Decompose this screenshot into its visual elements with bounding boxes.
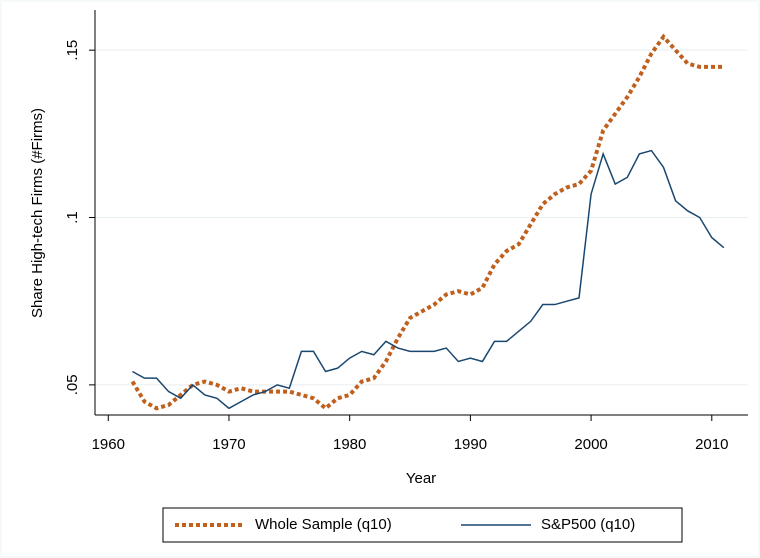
series-line bbox=[132, 149, 725, 410]
x-axis-title: Year bbox=[406, 470, 436, 487]
x-tick-label: 1980 bbox=[333, 436, 366, 453]
y-axis-title: Share High-tech Firms (#Firms) bbox=[29, 108, 46, 318]
series-line bbox=[130, 33, 724, 411]
x-tick-label: 2000 bbox=[574, 436, 607, 453]
y-tick-label: .1 bbox=[64, 211, 81, 224]
y-tick-label: .15 bbox=[64, 40, 81, 61]
legend-label: Whole Sample (q10) bbox=[255, 516, 392, 533]
y-tick-label: .05 bbox=[64, 374, 81, 395]
x-tick-label: 1960 bbox=[92, 436, 125, 453]
legend bbox=[162, 507, 683, 543]
x-tick-label: 2010 bbox=[695, 436, 728, 453]
x-tick-label: 1970 bbox=[212, 436, 245, 453]
legend-label: S&P500 (q10) bbox=[541, 516, 635, 533]
x-tick-label: 1990 bbox=[454, 436, 487, 453]
